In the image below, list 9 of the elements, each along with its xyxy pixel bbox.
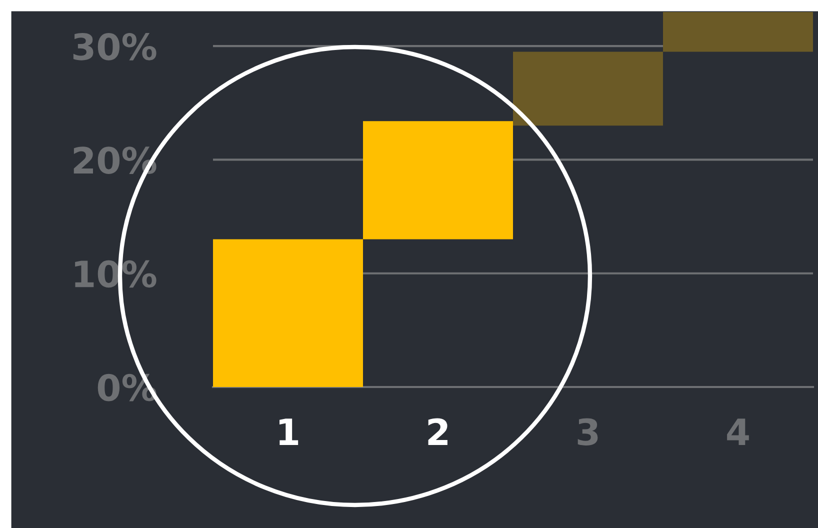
x-tick-label: 1	[280, 418, 298, 445]
x-tick-label: 2	[428, 418, 448, 445]
bar	[513, 52, 663, 126]
x-tick-label: 3	[578, 418, 598, 446]
y-tick-label: 30%	[73, 33, 156, 60]
bar	[663, 12, 813, 52]
x-tick-label: 4	[727, 418, 749, 445]
bar	[213, 239, 363, 387]
bar	[363, 121, 513, 240]
